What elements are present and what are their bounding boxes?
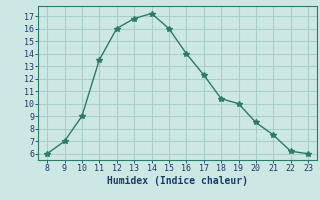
X-axis label: Humidex (Indice chaleur): Humidex (Indice chaleur) — [107, 176, 248, 186]
